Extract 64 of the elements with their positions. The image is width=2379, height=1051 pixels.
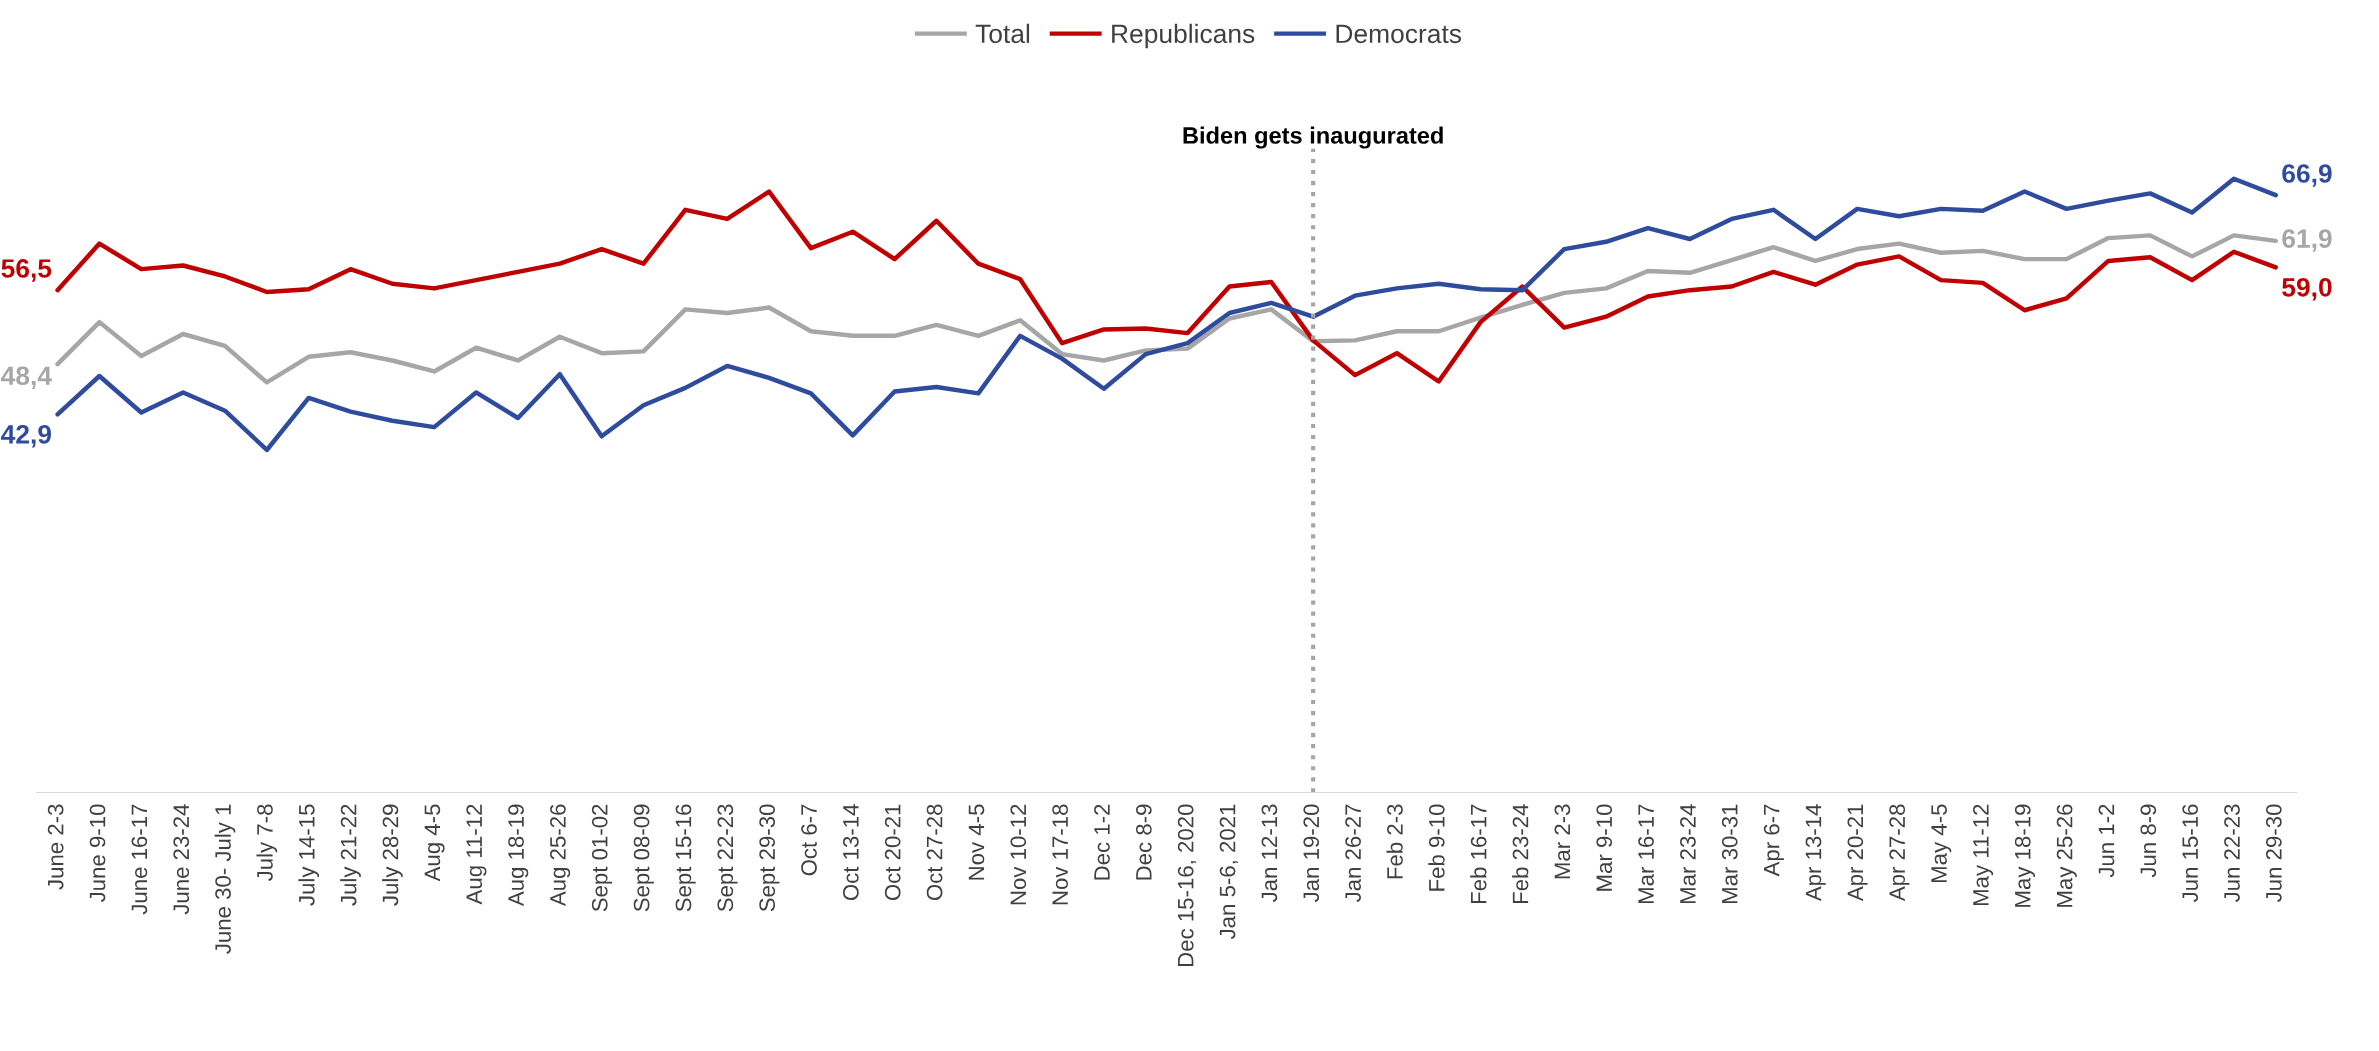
x-tick-label: Jan 19-20 [1303, 804, 1320, 903]
ref-line-label: Biden gets inaugurated [1183, 126, 1443, 149]
x-tick-label: Dec 1-2 [1094, 804, 1110, 880]
x-tick-label: Mar 16-17 [1638, 804, 1654, 904]
x-tick-label: Jun 22-23 [2224, 804, 2240, 903]
x-tick-label: Aug 11-12 [466, 804, 487, 905]
data-label: 42,9 [1, 424, 52, 448]
x-tick-label: Jan 26-27 [1345, 804, 1361, 903]
x-tick-label: Apr 6-7 [1763, 804, 1784, 877]
x-tick-label: June 16-17 [131, 804, 148, 915]
legend-label: Democrats [1336, 24, 1462, 44]
x-tick-label: Jan 5-6, 2021 [1219, 804, 1239, 940]
x-tick-label: Sept 29-30 [759, 804, 780, 912]
x-tick-label: May 11-12 [1973, 804, 1994, 906]
x-tick-label: Feb 9-10 [1428, 804, 1445, 891]
x-tick-label: Sept 15-16 [675, 804, 696, 912]
x-tick-label: Sept 01-02 [591, 804, 613, 912]
x-tick-label: Apr 20-21 [1847, 804, 1868, 902]
x-tick-label: Nov 10-12 [1010, 804, 1027, 905]
x-tick-label: Oct 27-28 [926, 804, 943, 901]
x-tick-label: July 14-15 [298, 804, 320, 906]
data-label: 66,9 [2282, 164, 2332, 187]
x-tick-label: July 21-22 [340, 804, 361, 906]
x-tick-label: Mar 2-3 [1554, 804, 1571, 879]
legend-label: Total [975, 23, 1030, 44]
x-tick-label: May 4-5 [1931, 804, 1952, 883]
x-tick-label: Sept 08-09 [633, 804, 654, 912]
x-tick-label: May 25-26 [2056, 804, 2077, 907]
x-tick-label: Sept 22-23 [717, 804, 738, 912]
x-tick-label: Jun 29-30 [2265, 804, 2282, 903]
x-tick-label: July 28-29 [382, 804, 403, 906]
x-tick-label: Feb 2-3 [1386, 804, 1403, 879]
x-tick-label: Mar 30-31 [1721, 804, 1738, 904]
x-tick-label: Aug 18-19 [508, 804, 529, 907]
x-tick-label: Nov 4-5 [968, 804, 985, 880]
x-tick-label: Dec 15-16, 2020 [1177, 804, 1197, 967]
x-tick-label: Jun 8-9 [2140, 804, 2157, 878]
x-tick-label: June 23-24 [173, 804, 190, 915]
x-tick-label: June 9-10 [89, 804, 106, 903]
data-label: 59,0 [2282, 277, 2332, 301]
x-tick-label: Oct 6-7 [801, 804, 817, 876]
x-tick-label: Aug 4-5 [424, 804, 445, 882]
data-label: 61,9 [2282, 229, 2332, 252]
x-tick-label: Aug 25-26 [550, 804, 571, 907]
x-tick-label: Oct 13-14 [842, 804, 859, 901]
x-tick-label: Jan 12-13 [1261, 804, 1278, 903]
x-tick-label: Apr 27-28 [1889, 804, 1910, 902]
data-label: 56,5 [1, 259, 52, 282]
x-tick-label: Apr 13-14 [1805, 804, 1826, 902]
legend-label: Republicans [1112, 23, 1255, 49]
x-tick-label: Jun 15-16 [2182, 804, 2199, 903]
x-tick-label: May 18-19 [2014, 804, 2035, 907]
x-tick-label: Feb 16-17 [1470, 804, 1487, 904]
x-tick-label: Mar 23-24 [1680, 804, 1696, 904]
x-tick-label: July 7-8 [256, 804, 278, 882]
x-tick-label: Feb 23-24 [1512, 804, 1529, 904]
x-tick-label: Nov 17-18 [1052, 804, 1068, 905]
x-tick-label: June 30- July 1 [214, 804, 236, 954]
data-label: 48,4 [1, 366, 52, 389]
x-tick-label: June 2-3 [47, 804, 64, 890]
x-tick-label: Jun 1-2 [2098, 804, 2115, 878]
x-tick-label: Oct 20-21 [884, 804, 901, 901]
x-tick-label: Dec 8-9 [1135, 804, 1152, 880]
x-tick-label: Mar 9-10 [1596, 804, 1613, 891]
